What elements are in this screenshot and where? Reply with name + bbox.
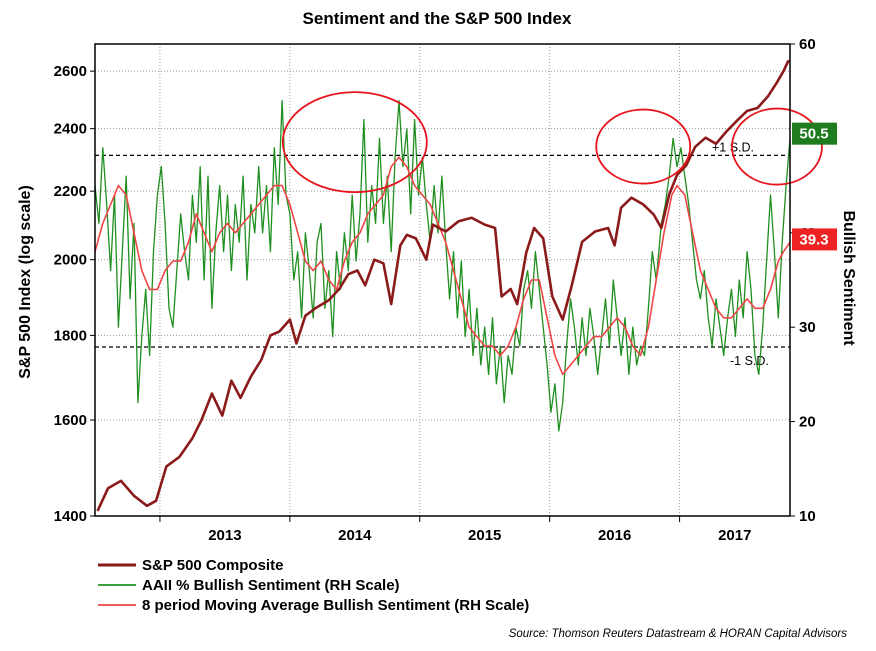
reference-line-label: +1 S.D. xyxy=(712,140,754,154)
value-badge-label: 50.5 xyxy=(799,126,828,143)
legend-label: AAII % Bullish Sentiment (RH Scale) xyxy=(142,577,400,594)
left-tick-label: 1800 xyxy=(54,327,87,344)
series-line-0 xyxy=(96,59,790,512)
series-line-2 xyxy=(94,156,791,376)
left-tick-label: 2200 xyxy=(54,183,87,200)
reference-line-label: -1 S.D. xyxy=(730,354,769,368)
value-badge xyxy=(792,228,837,251)
left-axis-label: S&P 500 Index (log scale) xyxy=(17,185,34,379)
x-tick-label: 2015 xyxy=(468,527,501,544)
highlight-circle xyxy=(281,91,428,194)
x-tick-label: 2017 xyxy=(718,527,751,544)
series-layer xyxy=(94,59,791,512)
left-tick-label: 1400 xyxy=(54,508,87,525)
highlight-circle xyxy=(595,108,692,185)
right-tick-label: 30 xyxy=(799,319,816,336)
highlight-circles xyxy=(281,91,823,194)
latest-value-badges: 50.5 39.3 xyxy=(792,122,837,251)
legend-label: S&P 500 Composite xyxy=(142,557,283,574)
plot-frame xyxy=(94,43,791,517)
x-tick-label: 2013 xyxy=(208,527,241,544)
right-axis-label: Bullish Sentiment xyxy=(840,210,857,346)
highlight-circle xyxy=(731,107,823,186)
value-badge xyxy=(792,122,837,145)
chart-title: Sentiment and the S&P 500 Index xyxy=(303,9,572,28)
right-tick-label: 60 xyxy=(799,36,816,53)
left-tick-label: 2600 xyxy=(54,63,87,80)
left-axis-ticks: 1400 1600 1800 2000 2200 2400 2600 xyxy=(54,63,95,525)
left-tick-label: 2000 xyxy=(54,252,87,269)
x-tick-label: 2014 xyxy=(338,527,372,544)
legend-label: 8 period Moving Average Bullish Sentimen… xyxy=(142,597,529,614)
left-tick-label: 1600 xyxy=(54,412,87,429)
value-badge-label: 39.3 xyxy=(799,231,828,248)
right-tick-label: 10 xyxy=(799,508,816,525)
x-axis-ticks: 2013 2014 2015 2016 2017 xyxy=(159,516,751,544)
right-tick-label: 20 xyxy=(799,414,816,431)
legend: S&P 500 Composite AAII % Bullish Sentimen… xyxy=(98,557,529,614)
series-line-1 xyxy=(94,99,791,432)
x-tick-label: 2016 xyxy=(598,527,631,544)
left-tick-label: 2400 xyxy=(54,121,87,138)
source-note: Source: Thomson Reuters Datastream & HOR… xyxy=(509,628,848,640)
